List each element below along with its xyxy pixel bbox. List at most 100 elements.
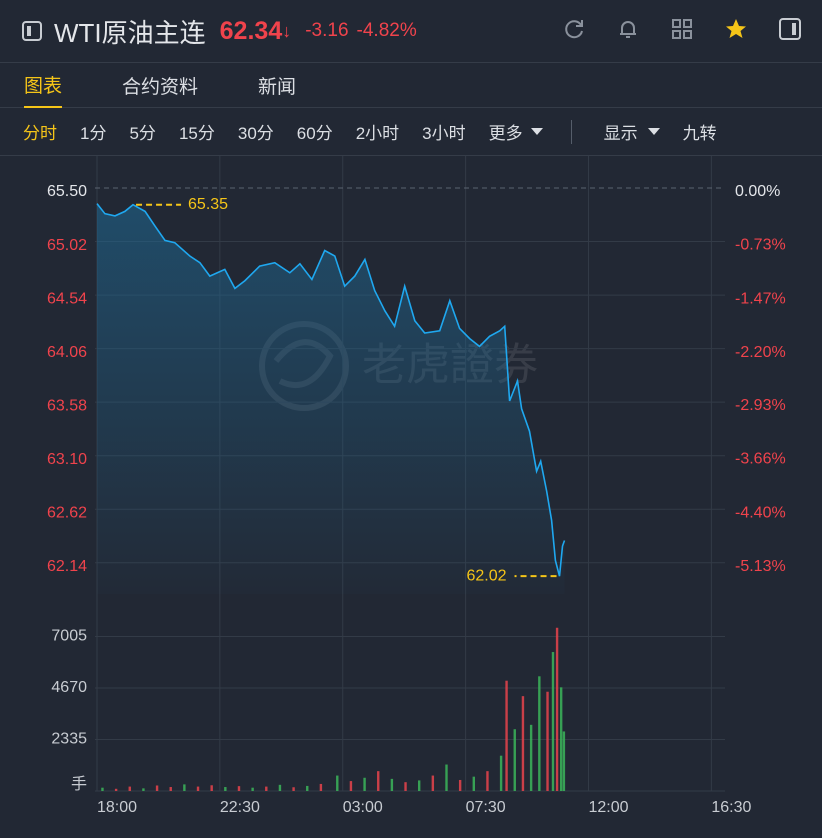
- x-tick-label: 03:00: [343, 799, 383, 816]
- volume-bar: [278, 784, 282, 791]
- period[interactable]: 分时: [23, 124, 57, 143]
- back-icon[interactable]: [22, 21, 42, 41]
- tabs: 图表 合约资料 新闻: [0, 63, 822, 108]
- x-tick-label: 12:00: [588, 799, 628, 816]
- volume-bar: [183, 784, 186, 791]
- volume-bar: [513, 729, 516, 791]
- tab[interactable]: 图表: [24, 63, 63, 108]
- period[interactable]: 5分: [129, 124, 156, 143]
- bell-icon[interactable]: [616, 17, 640, 41]
- volume-bar: [319, 783, 323, 791]
- star-icon[interactable]: [724, 17, 748, 41]
- toolbar: [562, 17, 802, 41]
- volume-bar: [196, 786, 200, 791]
- y2-tick-label: -4.40%: [735, 505, 786, 522]
- volume-bar: [445, 764, 448, 791]
- grid-icon[interactable]: [670, 17, 694, 41]
- volume-bar: [431, 775, 435, 791]
- y-tick-label: 65.50: [47, 183, 87, 200]
- change-pct: -4.82%: [356, 20, 417, 41]
- volume-bar: [114, 788, 118, 791]
- volume-bar: [292, 787, 295, 791]
- panel-icon[interactable]: [778, 17, 802, 41]
- y2-tick-label: -5.13%: [735, 558, 786, 575]
- x-tick-label: 22:30: [220, 799, 260, 816]
- y2-tick-label: -3.66%: [735, 450, 786, 467]
- period[interactable]: 60分: [296, 124, 333, 143]
- y-tick-label: 64.54: [47, 290, 87, 307]
- y-tick-label: 65.02: [47, 237, 87, 254]
- x-tick-label: 18:00: [97, 799, 137, 816]
- x-tick-label: 16:30: [711, 799, 751, 816]
- period[interactable]: 3小时: [422, 124, 466, 143]
- y-tick-label: 62.62: [47, 504, 87, 521]
- volume-bar: [458, 779, 462, 791]
- y2-tick-label: 0.00%: [735, 183, 780, 200]
- caret: [530, 127, 543, 135]
- volume-unit: 手: [71, 775, 87, 793]
- volume-bar: [128, 786, 131, 791]
- period[interactable]: 1分: [80, 124, 107, 143]
- y-tick-label: 63.10: [47, 451, 87, 468]
- volume-bar: [505, 680, 508, 791]
- y-tick-label: 62.14: [47, 558, 87, 575]
- tab[interactable]: 新闻: [258, 76, 297, 98]
- volume-bar: [555, 627, 559, 791]
- option[interactable]: 显示: [603, 124, 638, 143]
- tab[interactable]: 合约资料: [122, 76, 199, 98]
- arrow: ↓: [282, 20, 292, 41]
- price: 62.34: [219, 16, 283, 45]
- volume-bar: [306, 785, 309, 791]
- y2-tick-label: -0.73%: [735, 237, 786, 254]
- refresh-icon[interactable]: [562, 17, 586, 41]
- volume-bar: [551, 652, 555, 791]
- chart: 老虎證券 18:0022:3003:0007:3012:0016:3065.50…: [47, 156, 786, 816]
- line: [96, 203, 566, 577]
- volume-bar: [538, 676, 541, 791]
- volume-bar: [169, 787, 172, 791]
- x-tick-label: 07:30: [466, 799, 506, 816]
- volume-bar: [101, 787, 104, 791]
- period[interactable]: 30分: [237, 124, 274, 143]
- annotation-label: 65.35: [188, 196, 228, 213]
- volume-bar: [155, 785, 159, 791]
- y2-tick-label: -2.93%: [735, 397, 786, 414]
- period-bar: 分时 1分 5分 15分 30分 60分 2小时 3小时 更多 显示 九转: [0, 108, 822, 156]
- volume-tick-label: 2335: [51, 731, 87, 748]
- y2-tick-label: -1.47%: [735, 291, 786, 308]
- volume-bar: [472, 776, 475, 791]
- volume-bar: [562, 731, 566, 791]
- volume-bar: [251, 787, 254, 791]
- volume-bar: [336, 775, 339, 791]
- volume-bar: [417, 780, 421, 791]
- volume-bar: [265, 786, 268, 791]
- volume-bar: [237, 786, 241, 791]
- area: [97, 203, 565, 594]
- volume-bar: [363, 777, 366, 791]
- header: WTI原油主连 62.34 ↓ -3.16 -4.82%: [0, 0, 822, 63]
- period[interactable]: 15分: [178, 124, 215, 143]
- volume-bar: [486, 771, 489, 791]
- change: -3.16: [305, 20, 349, 41]
- volume-bar: [210, 785, 213, 791]
- volume-bar: [521, 696, 525, 791]
- option[interactable]: 九转: [682, 124, 717, 143]
- y2-tick-label: -2.20%: [735, 344, 786, 361]
- title: WTI原油主连: [54, 17, 206, 48]
- volume-bar: [377, 771, 380, 791]
- volume-bar: [499, 755, 503, 791]
- period[interactable]: 2小时: [355, 124, 400, 143]
- volume-bar: [142, 788, 145, 791]
- caret: [647, 127, 660, 135]
- period[interactable]: 更多: [488, 124, 523, 143]
- annotation-label: 62.02: [466, 567, 506, 584]
- volume-bar: [390, 778, 394, 791]
- y-tick-label: 64.06: [47, 344, 87, 361]
- volume-bar: [404, 782, 407, 791]
- volume-tick-label: 4670: [51, 679, 87, 696]
- volume-bar: [529, 724, 533, 791]
- separator: [570, 119, 572, 144]
- volume-bar: [349, 781, 353, 791]
- volume-bar: [546, 691, 549, 791]
